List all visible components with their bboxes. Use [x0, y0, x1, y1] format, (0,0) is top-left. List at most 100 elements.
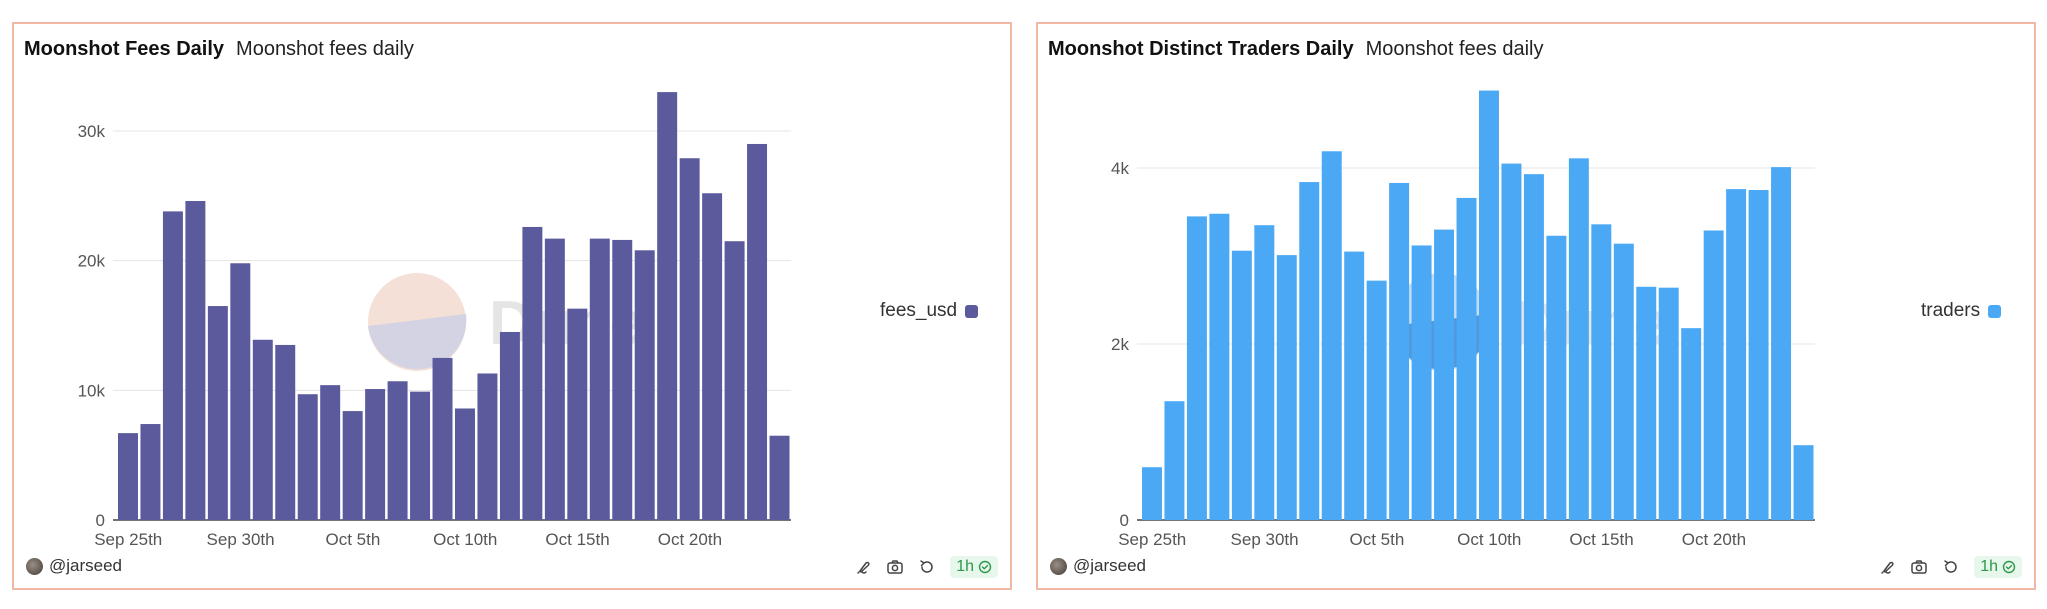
- refresh-status-badge[interactable]: 1h: [1974, 556, 2022, 578]
- bar[interactable]: [1254, 225, 1275, 520]
- panel-footer: @jarseed 1h: [26, 556, 998, 580]
- bar[interactable]: [1681, 328, 1702, 520]
- bar[interactable]: [1231, 250, 1252, 520]
- avatar: [1050, 557, 1067, 575]
- y-tick-label: 30k: [78, 122, 106, 141]
- bar[interactable]: [1726, 189, 1747, 520]
- x-tick-label: Sep 25th: [1118, 530, 1186, 549]
- bar[interactable]: [1276, 255, 1297, 520]
- bar[interactable]: [252, 339, 273, 520]
- bar[interactable]: [365, 389, 386, 520]
- bar[interactable]: [1321, 151, 1342, 520]
- bar[interactable]: [499, 331, 520, 520]
- y-tick-label: 10k: [78, 381, 106, 400]
- refresh-interval: 1h: [956, 558, 974, 575]
- bar[interactable]: [320, 385, 341, 520]
- author-link[interactable]: @jarseed: [26, 556, 122, 576]
- x-tick-label: Sep 25th: [94, 530, 162, 549]
- bar[interactable]: [1771, 167, 1792, 520]
- x-tick-label: Oct 10th: [433, 530, 497, 549]
- chart-panel-fees: Moonshot Fees Daily Moonshot fees daily 0…: [12, 22, 1012, 590]
- legend-swatch: [1988, 304, 2002, 318]
- bar[interactable]: [1299, 182, 1320, 520]
- legend-swatch: [965, 304, 979, 318]
- bar[interactable]: [1748, 190, 1769, 520]
- panel-footer: @jarseed 1h: [1050, 556, 2022, 580]
- refresh-icon[interactable]: [918, 558, 936, 576]
- bar[interactable]: [342, 411, 363, 520]
- chart-panel-traders: Moonshot Distinct Traders Daily Moonshot …: [1036, 22, 2036, 590]
- y-tick-label: 0: [1120, 511, 1129, 530]
- bar[interactable]: [1479, 90, 1499, 520]
- bar[interactable]: [612, 239, 633, 521]
- bar[interactable]: [118, 433, 138, 520]
- camera-icon[interactable]: [886, 558, 904, 576]
- bar[interactable]: [1501, 163, 1522, 520]
- bar[interactable]: [1186, 216, 1207, 520]
- bar[interactable]: [769, 435, 790, 520]
- y-tick-label: 20k: [78, 252, 106, 271]
- bar[interactable]: [455, 408, 475, 520]
- bar[interactable]: [387, 381, 408, 520]
- bar[interactable]: [1613, 243, 1634, 520]
- x-tick-label: Oct 20th: [658, 530, 722, 549]
- bar[interactable]: [589, 238, 610, 520]
- bar[interactable]: [297, 394, 318, 520]
- bar[interactable]: [724, 241, 745, 520]
- y-tick-label: 4k: [1111, 159, 1129, 178]
- bar[interactable]: [1366, 280, 1387, 520]
- bar[interactable]: [544, 238, 565, 520]
- bar[interactable]: [657, 92, 678, 520]
- bar[interactable]: [702, 193, 723, 521]
- bar[interactable]: [477, 373, 498, 520]
- bar[interactable]: [432, 357, 453, 520]
- bar[interactable]: [140, 424, 161, 520]
- camera-icon[interactable]: [1910, 558, 1928, 576]
- bar[interactable]: [522, 226, 543, 520]
- bar[interactable]: [1793, 445, 1814, 520]
- bar[interactable]: [162, 211, 183, 521]
- bar[interactable]: [1344, 251, 1365, 520]
- panel-subtitle: Moonshot fees daily: [236, 38, 414, 60]
- bar[interactable]: [679, 158, 700, 521]
- refresh-status-badge[interactable]: 1h: [950, 556, 998, 578]
- bar[interactable]: [230, 263, 251, 520]
- bar[interactable]: [1164, 401, 1185, 520]
- bar[interactable]: [185, 201, 206, 520]
- chart-legend[interactable]: traders: [1921, 300, 2002, 322]
- bar[interactable]: [1434, 229, 1455, 520]
- bar[interactable]: [1389, 182, 1410, 520]
- bar[interactable]: [1456, 197, 1477, 521]
- bar[interactable]: [1411, 245, 1432, 520]
- panel-title[interactable]: Moonshot Fees Daily: [24, 38, 225, 60]
- check-circle-icon: [978, 560, 992, 574]
- bar[interactable]: [275, 344, 296, 520]
- edit-chart-icon[interactable]: [854, 558, 872, 576]
- bar[interactable]: [410, 391, 431, 520]
- bar[interactable]: [567, 308, 588, 520]
- bar[interactable]: [207, 306, 228, 520]
- bar[interactable]: [1568, 158, 1589, 520]
- bar[interactable]: [1209, 213, 1230, 520]
- x-tick-label: Oct 15th: [1569, 530, 1633, 549]
- panel-title[interactable]: Moonshot Distinct Traders Daily: [1048, 38, 1354, 60]
- bar[interactable]: [747, 143, 768, 520]
- bar[interactable]: [1591, 224, 1612, 520]
- refresh-icon[interactable]: [1942, 558, 1960, 576]
- panel-actions: 1h: [1878, 556, 2022, 578]
- check-circle-icon: [2002, 560, 2016, 574]
- author-name: @jarseed: [1073, 556, 1147, 575]
- bar[interactable]: [1703, 230, 1724, 521]
- y-tick-label: 0: [96, 511, 105, 530]
- bar[interactable]: [1636, 286, 1657, 520]
- edit-chart-icon[interactable]: [1878, 558, 1896, 576]
- bar[interactable]: [634, 250, 655, 520]
- bar[interactable]: [1658, 287, 1679, 520]
- panel-header: Moonshot Fees Daily Moonshot fees daily: [24, 38, 414, 61]
- chart-legend[interactable]: fees_usd: [880, 300, 979, 322]
- bar[interactable]: [1523, 174, 1544, 520]
- bar[interactable]: [1546, 235, 1567, 520]
- bar[interactable]: [1142, 467, 1162, 520]
- author-link[interactable]: @jarseed: [1050, 556, 1146, 576]
